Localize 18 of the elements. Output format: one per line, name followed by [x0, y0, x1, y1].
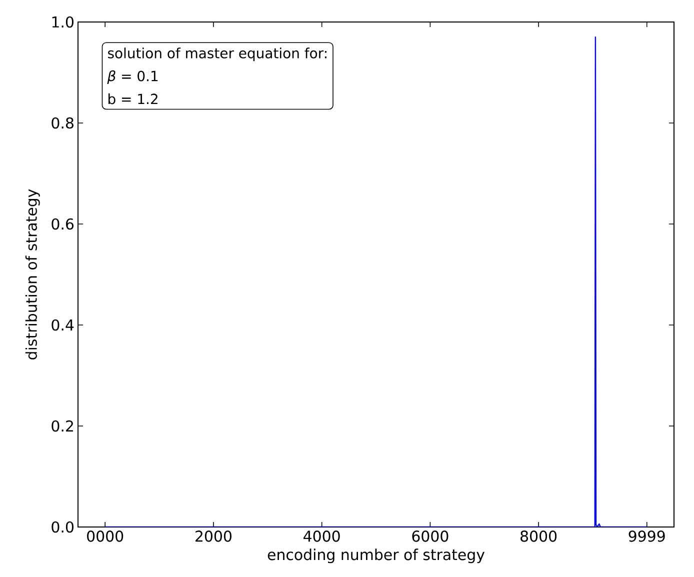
x-tick-label: 8000 [520, 530, 557, 542]
x-tick-label: 9999 [628, 530, 665, 542]
y-tick-label: 0.6 [52, 218, 74, 230]
y-tick-label: 0.4 [52, 319, 74, 331]
x-tick-label: 4000 [304, 530, 340, 542]
y-tick-label: 0.8 [52, 117, 74, 129]
annotation: solution of master equation for: [108, 48, 326, 62]
y-tick-label: 0.0 [52, 521, 74, 533]
y-tick-label: 1.0 [52, 16, 74, 28]
x-tick-label: 0000 [87, 530, 124, 542]
y-axis-title: distribution of strategy [25, 189, 40, 360]
x-tick-label: 6000 [412, 530, 448, 542]
y-tick-label: 0.2 [52, 420, 73, 432]
annotation: β = 0.1 [107, 70, 158, 84]
x-tick-label: 2000 [196, 530, 232, 542]
x-axis-title: encoding number of strategy [268, 548, 485, 564]
line-series [104, 36, 648, 527]
annotation: b = 1.2 [108, 93, 158, 104]
